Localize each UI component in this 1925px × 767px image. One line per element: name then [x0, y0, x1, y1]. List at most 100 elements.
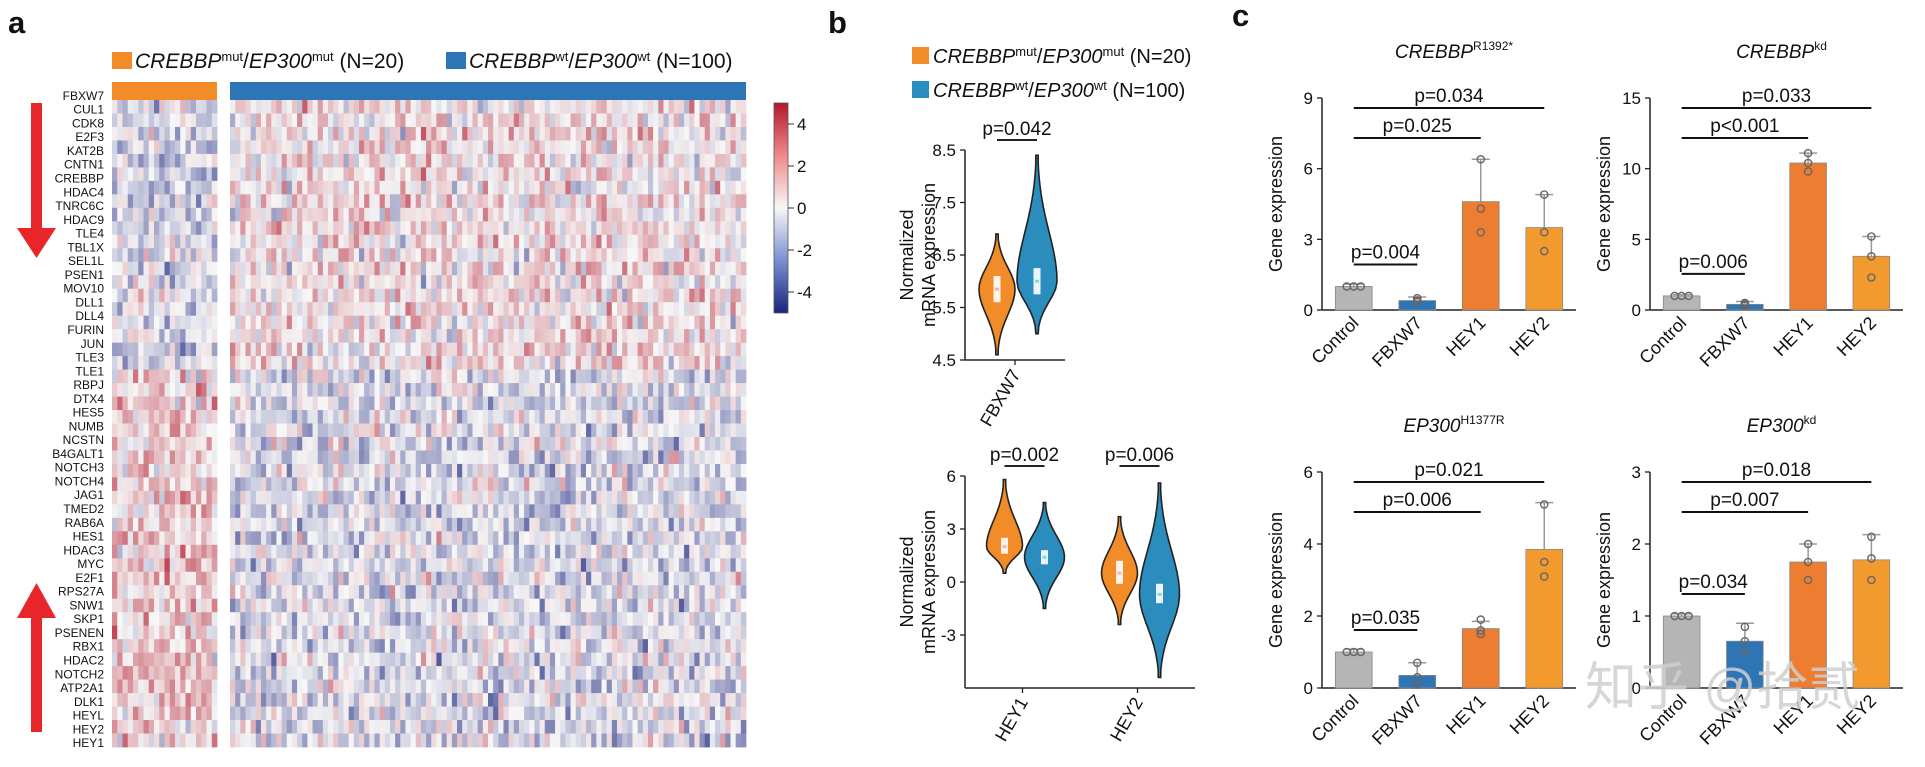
heat-cell: [410, 194, 417, 209]
heat-cell: [420, 342, 427, 357]
heat-cell: [307, 396, 313, 411]
heat-cell: [586, 612, 592, 627]
heat-cell: [164, 410, 171, 424]
heat-cell: [617, 423, 623, 438]
heat-cell: [180, 113, 186, 128]
heat-cell: [291, 288, 298, 303]
heat-cell: [395, 410, 401, 424]
heat-cell: [735, 261, 742, 276]
heat-cell: [317, 504, 324, 519]
heat-cell: [451, 140, 458, 155]
heat-cell: [276, 490, 282, 505]
heat-cell: [575, 585, 582, 600]
heat-cell: [544, 639, 551, 654]
heat-cell: [642, 194, 649, 209]
heat-cell: [291, 167, 298, 182]
heat-cell: [488, 315, 494, 330]
heat-cell: [513, 625, 520, 640]
heat-cell: [580, 302, 587, 317]
heat-cell: [276, 598, 282, 613]
heat-cell: [235, 167, 241, 182]
heat-cell: [642, 234, 649, 249]
heat-cell: [539, 463, 546, 478]
heat-cell: [159, 140, 165, 155]
gene-label-cntn1: CNTN1: [64, 158, 104, 172]
heat-cell: [369, 625, 375, 640]
heat-cell: [632, 315, 639, 330]
heat-cell: [154, 544, 160, 559]
heat-cell: [586, 585, 592, 600]
heat-cell: [250, 517, 257, 532]
heat-cell: [596, 625, 602, 640]
heat-cell: [196, 153, 202, 168]
heat-cell: [266, 261, 272, 276]
heat-cell: [586, 423, 592, 438]
heat-cell: [190, 585, 197, 600]
heat-cell: [575, 248, 582, 263]
heat-cell: [565, 248, 571, 263]
heat-cell: [673, 315, 680, 330]
heat-cell: [436, 396, 442, 411]
heat-cell: [715, 490, 721, 505]
heat-cell: [457, 153, 463, 168]
heat-cell: [405, 477, 411, 492]
heat-cell: [159, 369, 165, 384]
heat-cell: [369, 248, 375, 263]
heat-cell: [291, 504, 298, 519]
heat-cell: [420, 113, 427, 128]
heat-cell: [164, 625, 171, 640]
heat-cell: [441, 625, 448, 640]
heat-cell: [498, 126, 504, 141]
heat-cell: [307, 140, 313, 155]
heat-cell: [524, 423, 530, 438]
heat-cell: [684, 167, 690, 182]
heat-cell: [312, 383, 319, 397]
heat-cell: [266, 383, 272, 397]
heat-cell: [389, 558, 396, 573]
heat-cell: [276, 544, 282, 559]
heat-cell: [591, 544, 597, 559]
heat-cell: [709, 625, 716, 640]
heat-cell: [663, 261, 669, 276]
heat-cell: [384, 261, 391, 276]
heat-cell: [317, 531, 324, 546]
heat-cell: [138, 369, 144, 384]
heat-cell: [715, 598, 721, 613]
heat-cell: [333, 450, 339, 465]
heat-cell: [276, 113, 282, 128]
heat-cell: [117, 450, 123, 465]
heat-cell: [539, 504, 546, 519]
heat-cell: [441, 126, 448, 141]
heat-cell: [138, 396, 144, 411]
heat-cell: [709, 436, 716, 451]
heat-cell: [740, 558, 747, 573]
heat-cell: [359, 140, 365, 155]
heat-cell: [395, 100, 401, 114]
heat-cell: [175, 100, 181, 114]
heat-cell: [549, 207, 556, 222]
heat-cell: [529, 612, 535, 627]
heat-cell: [127, 423, 134, 438]
heat-cell: [426, 207, 432, 222]
heat-cell: [668, 625, 675, 640]
heat-cell: [175, 167, 181, 182]
heat-cell: [384, 194, 391, 209]
heat-cell: [446, 302, 453, 317]
heat-cell: [196, 410, 202, 424]
heat-cell: [400, 248, 406, 263]
heat-cell: [704, 383, 711, 397]
heat-cell: [133, 356, 139, 370]
heat-cell: [446, 153, 453, 168]
heat-cell: [117, 356, 123, 370]
heat-cell: [317, 571, 324, 586]
heat-cell: [467, 504, 473, 519]
heat-cell: [549, 423, 556, 438]
heat-cell: [431, 490, 437, 505]
heat-cell: [196, 531, 202, 546]
heat-cell: [694, 558, 700, 573]
heat-cell: [348, 234, 355, 249]
heat-cell: [286, 113, 293, 128]
heat-cell: [164, 585, 171, 600]
heat-cell: [668, 194, 675, 209]
heat-cell: [400, 315, 406, 330]
